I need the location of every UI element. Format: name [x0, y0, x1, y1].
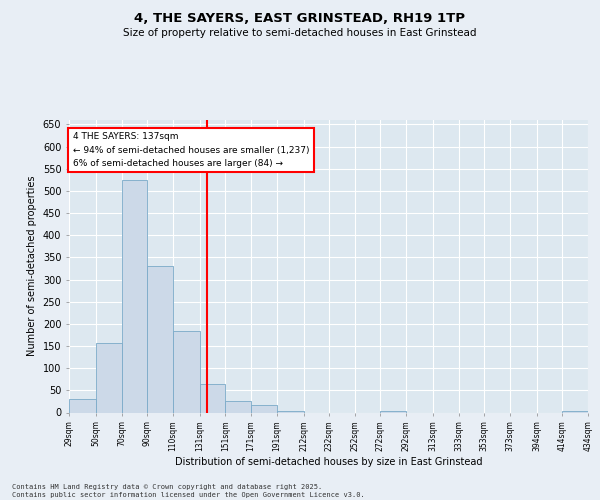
X-axis label: Distribution of semi-detached houses by size in East Grinstead: Distribution of semi-detached houses by … [175, 456, 482, 466]
Bar [277, 410, 304, 412]
Bar [380, 411, 406, 412]
Bar [122, 180, 147, 412]
Bar [96, 343, 122, 412]
Text: 4 THE SAYERS: 137sqm
← 94% of semi-detached houses are smaller (1,237)
6% of sem: 4 THE SAYERS: 137sqm ← 94% of semi-detac… [73, 132, 310, 168]
Text: 4, THE SAYERS, EAST GRINSTEAD, RH19 1TP: 4, THE SAYERS, EAST GRINSTEAD, RH19 1TP [134, 12, 466, 26]
Text: Contains HM Land Registry data © Crown copyright and database right 2025.
Contai: Contains HM Land Registry data © Crown c… [12, 484, 365, 498]
Y-axis label: Number of semi-detached properties: Number of semi-detached properties [27, 176, 37, 356]
Bar [147, 266, 173, 412]
Bar [562, 410, 588, 412]
Bar [226, 402, 251, 412]
Bar [200, 384, 226, 412]
Bar [251, 404, 277, 412]
Bar [173, 330, 200, 412]
Bar [69, 399, 96, 412]
Text: Size of property relative to semi-detached houses in East Grinstead: Size of property relative to semi-detach… [123, 28, 477, 38]
